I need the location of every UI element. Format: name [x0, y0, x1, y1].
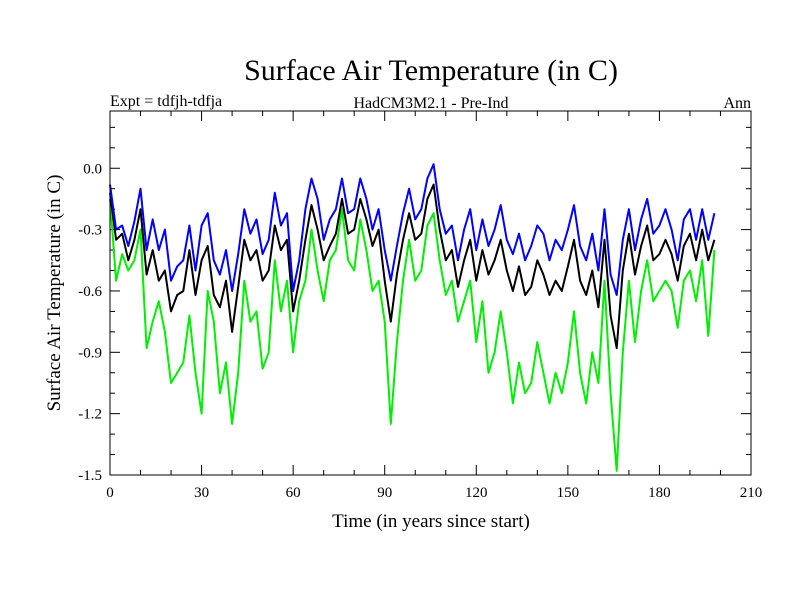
axis-ticks	[109, 111, 752, 476]
x-tick-label: 210	[740, 485, 763, 501]
chart-subtitle-center: HadCM3M2.1 - Pre-Ind	[353, 95, 508, 112]
y-axis-label: Surface Air Temperature (in C)	[44, 175, 65, 412]
series-line-blue	[109, 163, 716, 296]
y-tick-label: -1.2	[78, 407, 102, 423]
x-tick-label: 180	[648, 485, 671, 501]
data-series-group	[109, 163, 716, 472]
x-tick-label: 0	[106, 485, 114, 501]
x-tick-label: 120	[465, 485, 488, 501]
x-axis-label: Time (in years since start)	[332, 511, 530, 532]
y-tick-label: 0.0	[83, 161, 102, 177]
x-tick-label: 30	[194, 485, 209, 501]
x-tick-label: 90	[377, 485, 392, 501]
x-tick-label: 60	[286, 485, 301, 501]
y-tick-label: -0.9	[78, 345, 102, 361]
plot-frame	[109, 110, 752, 476]
y-tick-label: -0.6	[78, 284, 102, 300]
chart-title: Surface Air Temperature (in C)	[244, 54, 618, 87]
series-line-black	[109, 183, 716, 350]
y-tick-label: -0.3	[78, 223, 102, 239]
chart-subtitle-left: Expt = tdfjh-tdfja	[110, 93, 222, 110]
chart-subtitle-right: Ann	[723, 95, 751, 112]
y-tick-label: -1.5	[78, 468, 102, 484]
x-tick-labels: 0 30 60 90 120 150 180 210	[106, 485, 762, 501]
y-tick-labels: -1.5 -1.2 -0.9 -0.6 -0.3 0.0	[78, 161, 102, 484]
x-tick-label: 150	[557, 485, 580, 501]
series-line-green	[109, 198, 716, 472]
